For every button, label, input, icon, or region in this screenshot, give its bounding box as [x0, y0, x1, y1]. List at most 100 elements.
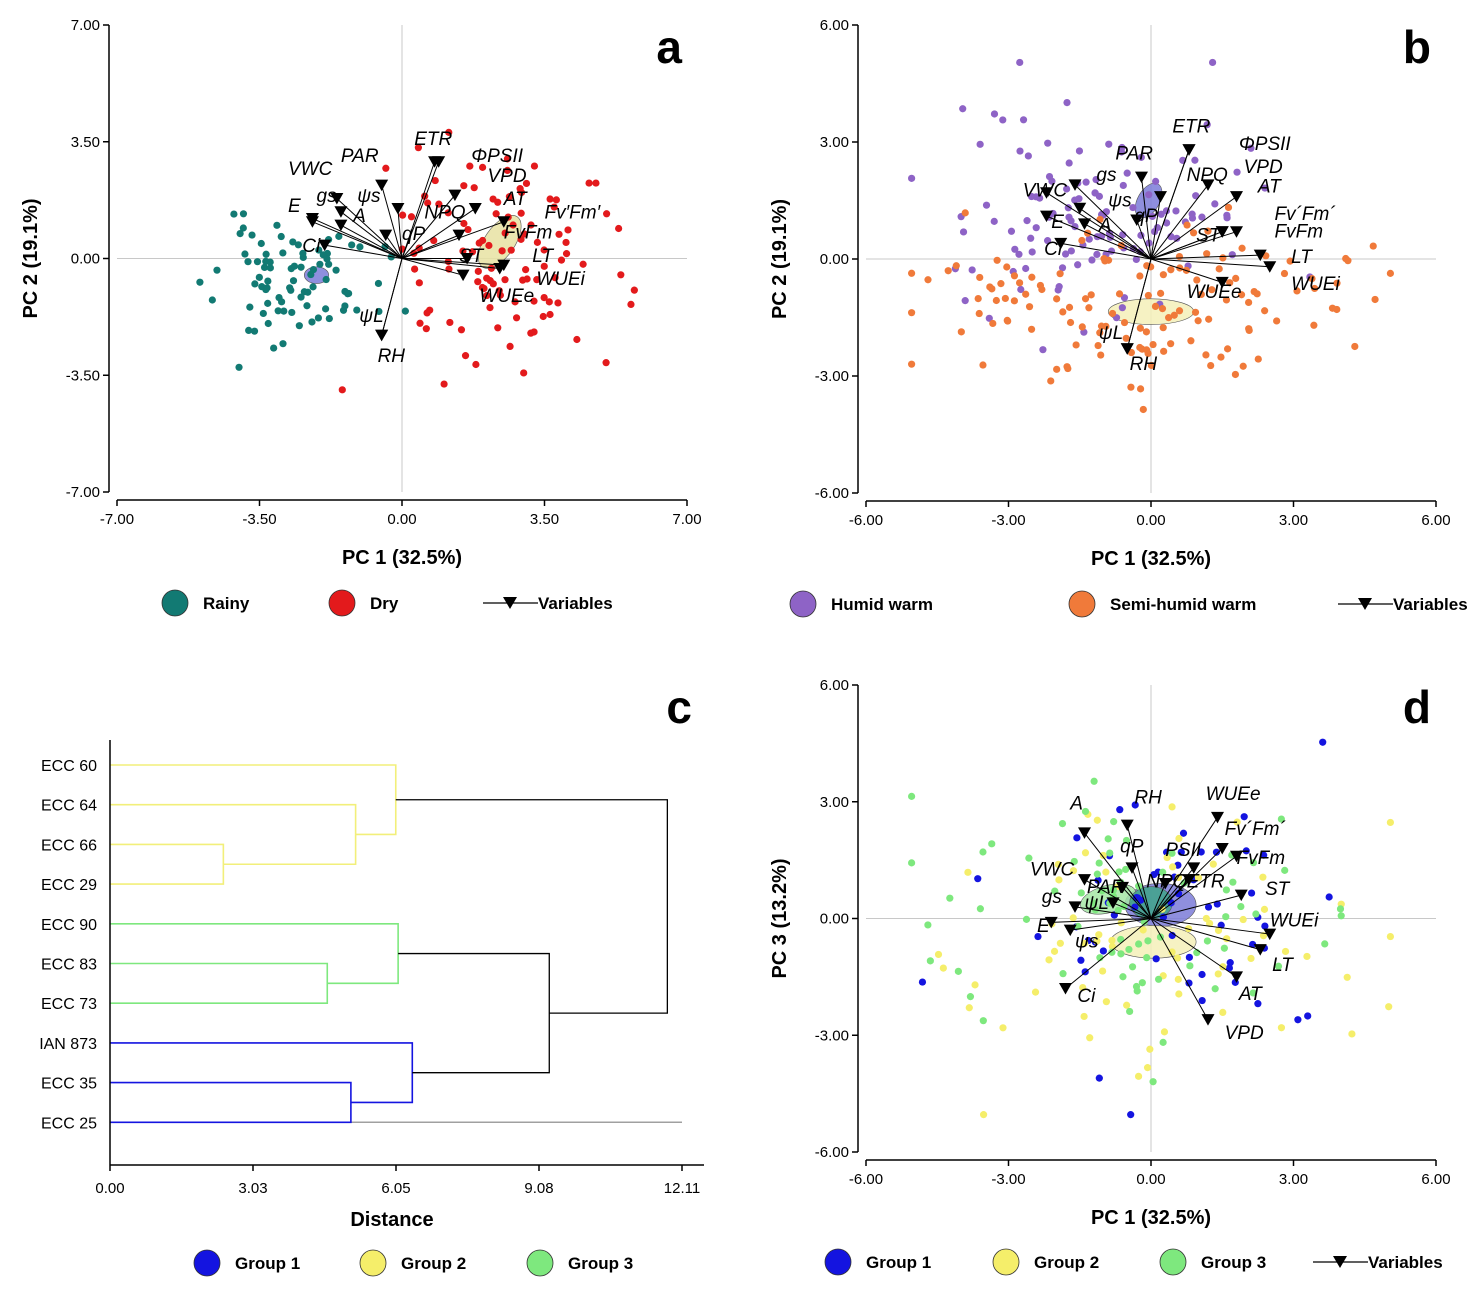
vector-line: [1079, 207, 1152, 260]
variable-label: Ci: [302, 236, 321, 257]
data-point: [1225, 964, 1234, 972]
x-tick-label: 3.00: [1279, 1171, 1308, 1188]
vector-marker: [305, 212, 319, 225]
data-point: [1198, 970, 1206, 979]
data-point: [335, 232, 343, 240]
data-point: [1157, 289, 1165, 297]
variable-label: VWC: [288, 159, 333, 180]
data-point: [509, 221, 517, 229]
data-point: [1069, 867, 1078, 875]
data-point: [1239, 362, 1247, 370]
data-point: [300, 288, 308, 296]
vector-marker: [1125, 862, 1139, 874]
data-point: [1122, 334, 1130, 342]
legend-swatch: [824, 1248, 852, 1276]
data-point: [1311, 284, 1319, 293]
data-point: [475, 239, 483, 247]
legend-label: Humid warm: [831, 595, 933, 614]
data-point: [1168, 803, 1176, 811]
dendrogram-link: [110, 764, 397, 836]
data-point: [1015, 279, 1024, 287]
data-point: [1090, 777, 1098, 785]
variable-label: NPQ: [424, 202, 465, 223]
data-point: [274, 307, 282, 315]
data-point: [961, 297, 969, 305]
data-point: [1136, 272, 1144, 280]
vector-line: [1122, 887, 1152, 919]
vector-line: [1126, 258, 1152, 349]
data-point: [325, 314, 333, 323]
data-point: [533, 238, 542, 246]
data-point: [1142, 328, 1151, 336]
leaf-label: IAN 873: [39, 1036, 97, 1053]
data-point: [1081, 807, 1090, 816]
data-point: [1148, 212, 1157, 221]
data-point: [1249, 859, 1258, 867]
data-point: [1126, 1007, 1134, 1016]
data-point: [208, 296, 216, 304]
data-point: [1151, 227, 1159, 236]
data-point: [1118, 304, 1126, 312]
data-point: [1080, 1012, 1088, 1021]
vector-marker: [1253, 944, 1267, 956]
data-point: [374, 279, 383, 288]
x-tick-label: 0.00: [95, 1180, 124, 1197]
data-point: [1114, 906, 1122, 915]
data-point: [411, 265, 419, 273]
leaf-label: ECC 66: [41, 837, 97, 854]
data-point: [1175, 307, 1184, 315]
data-point: [964, 868, 972, 876]
variable-label: gs: [1042, 887, 1063, 908]
vector-line: [1136, 219, 1152, 260]
vector-line: [1150, 258, 1270, 268]
data-point: [1159, 1038, 1167, 1046]
data-point: [520, 230, 528, 238]
data-point: [1044, 139, 1052, 147]
data-point: [1108, 309, 1117, 318]
variable-label: LT: [532, 246, 554, 267]
data-point: [974, 875, 982, 883]
data-point: [975, 309, 983, 318]
data-point: [1252, 910, 1260, 918]
data-point: [539, 312, 547, 321]
vector-line: [336, 198, 403, 259]
data-point: [1053, 295, 1061, 303]
dendrogram-link: [110, 962, 329, 1005]
vector-line: [1065, 918, 1152, 989]
data-point: [1188, 214, 1197, 222]
data-point: [1119, 181, 1127, 190]
data-point: [615, 224, 623, 233]
data-point: [1015, 250, 1023, 258]
data-point: [999, 116, 1007, 124]
data-point: [1217, 353, 1225, 361]
y-tick-label: -6.00: [815, 485, 849, 502]
data-point: [472, 360, 480, 369]
data-point: [356, 243, 364, 251]
data-point: [407, 213, 416, 221]
legend-swatch: [1159, 1248, 1187, 1276]
data-point: [1202, 351, 1210, 359]
data-point: [1151, 302, 1160, 311]
data-point: [1022, 264, 1030, 273]
y-axis-title: PC 3 (13.2%): [769, 858, 791, 978]
data-point: [579, 260, 587, 268]
data-point: [457, 326, 466, 334]
data-point: [527, 221, 535, 229]
data-point: [1344, 257, 1352, 265]
data-point: [1223, 345, 1232, 353]
data-point: [1053, 365, 1061, 373]
data-point: [1336, 905, 1345, 913]
vector-line: [397, 208, 403, 259]
data-point: [1239, 915, 1247, 924]
dendrogram-link: [110, 922, 399, 985]
vector-line: [1150, 918, 1270, 935]
variable-label: A: [1098, 216, 1112, 237]
data-point: [1386, 932, 1394, 941]
data-point: [1162, 219, 1171, 227]
data-point: [1325, 893, 1333, 901]
axes: [103, 24, 1437, 1171]
vector-line: [1060, 242, 1152, 260]
data-point: [959, 105, 967, 113]
leaf-label: ECC 83: [41, 957, 97, 974]
data-point: [1343, 973, 1351, 981]
